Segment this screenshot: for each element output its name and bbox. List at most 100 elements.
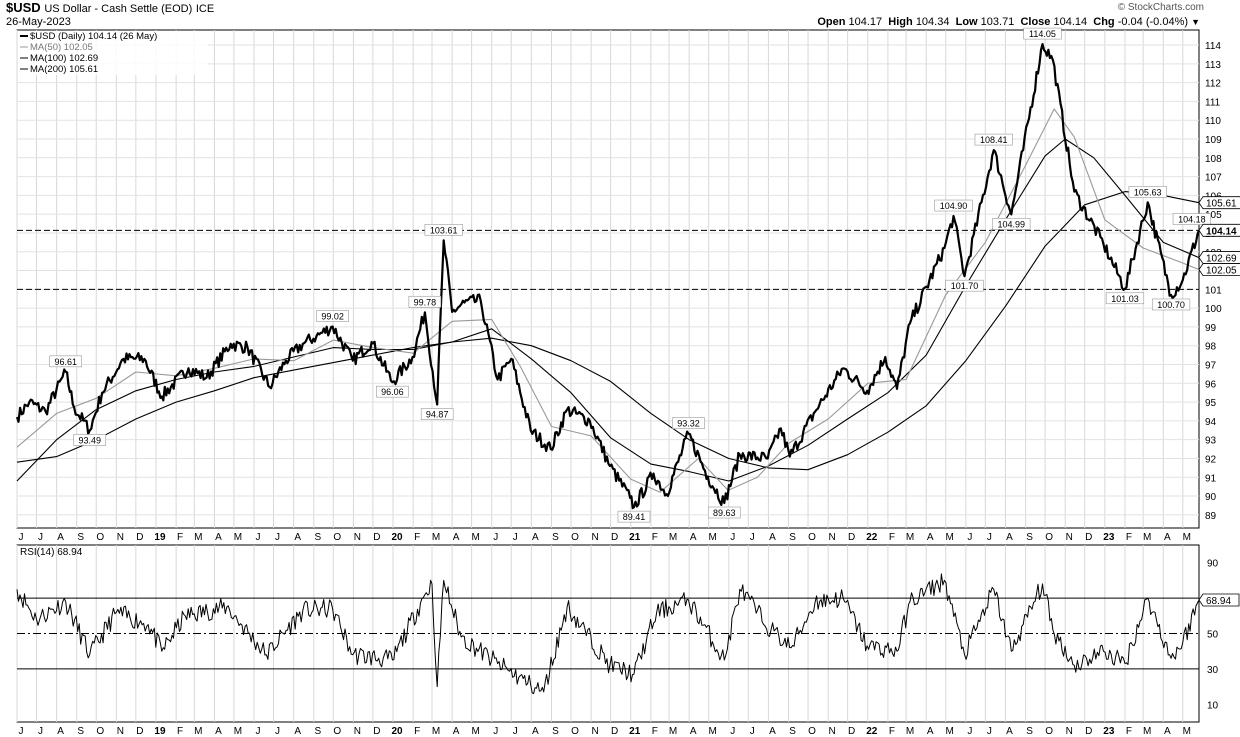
- right-value-flag: [1198, 196, 1240, 210]
- annotation-label: 89.41: [623, 512, 646, 522]
- ma50-line: [16, 108, 1200, 493]
- rsi-x-tick-label: M: [1183, 726, 1191, 737]
- open-value: 104.17: [848, 16, 883, 28]
- price-x-tick-label: J: [750, 532, 755, 543]
- rsi-x-tick-label: M: [471, 726, 479, 737]
- high-label: High: [888, 16, 913, 28]
- rsi-x-tick-label: M: [906, 726, 914, 737]
- annotation-box: [992, 218, 1031, 230]
- rsi-y-tick-label: 30: [1207, 665, 1219, 676]
- rsi-x-tick-label: F: [414, 726, 420, 737]
- rsi-x-tick-label: S: [77, 726, 84, 737]
- chg-down-icon: ▼: [1191, 17, 1200, 27]
- price-x-tick-label: J: [275, 532, 280, 543]
- rsi-x-tick-label: J: [987, 726, 992, 737]
- annotation-box: [672, 417, 705, 429]
- rsi-x-tick-label: O: [333, 726, 341, 737]
- price-y-tick-label: 97: [1205, 361, 1217, 372]
- price-y-tick-label: 114: [1205, 41, 1221, 52]
- rsi-x-tick-label: J: [967, 726, 972, 737]
- price-panel: J J A S O N D 19 F M A M J J A S O N D 20 F M A M J J A S O N D 21 F M A M J…: [15, 27, 1240, 543]
- rsi-x-tick-label: N: [591, 726, 598, 737]
- price-x-tick-label: S: [552, 532, 559, 543]
- price-y-tick-label: 113: [1205, 60, 1221, 71]
- price-x-tick-label: J: [513, 532, 518, 543]
- price-x-tick-label: N: [354, 532, 361, 543]
- price-y-tick-label: 90: [1205, 492, 1217, 503]
- rsi-x-tick-label: J: [19, 726, 24, 737]
- rsi-x-tick-label: N: [829, 726, 836, 737]
- legend-entry: MA(50) 102.05: [30, 42, 93, 53]
- rsi-x-tick-label: D: [848, 726, 855, 737]
- price-x-tick-label: F: [414, 532, 420, 543]
- price-x-tick-label: J: [38, 532, 43, 543]
- price-x-tick-label: O: [96, 532, 104, 543]
- rsi-x-tick-label: A: [215, 726, 222, 737]
- rsi-x-tick-label: O: [96, 726, 104, 737]
- symbol-label[interactable]: $USD: [6, 0, 41, 15]
- price-x-tick-label: S: [1026, 532, 1033, 543]
- rsi-x-tick-label: A: [1164, 726, 1171, 737]
- open-label: Open: [817, 16, 846, 28]
- annotation-label: 93.49: [78, 435, 101, 445]
- price-x-tick-label: 19: [154, 532, 166, 543]
- annotation-label: 99.78: [414, 297, 437, 307]
- right-value-label: 102.05: [1206, 266, 1237, 277]
- price-x-tick-label: D: [611, 532, 618, 543]
- price-y-tick-label: 111: [1205, 97, 1221, 108]
- annotation-box: [420, 408, 454, 420]
- rsi-x-tick-label: J: [38, 726, 43, 737]
- low-value: 103.71: [980, 16, 1015, 28]
- right-value-label: 105.61: [1206, 199, 1237, 210]
- right-value-flag: [1198, 263, 1240, 277]
- rsi-x-tick-label: A: [769, 726, 776, 737]
- usd-price-line: [15, 43, 1201, 510]
- price-x-tick-label: A: [294, 532, 301, 543]
- ma200-line: [16, 191, 1200, 471]
- price-x-tick-label: S: [77, 532, 84, 543]
- price-x-tick-label: D: [136, 532, 143, 543]
- annotation-label: 101.03: [1111, 294, 1139, 304]
- price-x-tick-label: A: [532, 532, 539, 543]
- price-x-tick-label: A: [927, 532, 934, 543]
- high-value: 104.34: [915, 16, 950, 28]
- rsi-value-label: 68.94: [1206, 596, 1231, 607]
- chart-title: $USD US Dollar - Cash Settle (EOD) ICE: [6, 0, 214, 15]
- annotation-box: [1172, 213, 1211, 225]
- rsi-x-tick-label: J: [256, 726, 261, 737]
- price-x-tick-label: O: [333, 532, 341, 543]
- close-value: 104.14: [1053, 16, 1088, 28]
- annotation-box: [945, 279, 984, 292]
- rsi-x-tick-label: D: [611, 726, 618, 737]
- price-y-tick-label: 96: [1205, 379, 1217, 390]
- rsi-x-tick-label: 20: [391, 726, 403, 737]
- rsi-x-tick-label: 22: [866, 726, 878, 737]
- legend-entry: $USD (Daily) 104.14 (26 May): [30, 31, 157, 42]
- annotation-label: 94.87: [426, 410, 449, 420]
- annotation-label: 104.99: [998, 219, 1026, 229]
- rsi-y-tick-label: 90: [1207, 559, 1219, 570]
- rsi-x-tick-label: M: [669, 726, 677, 737]
- chart-date: 26-May-2023: [6, 16, 71, 28]
- rsi-x-tick-label: 21: [629, 726, 641, 737]
- rsi-x-tick-label: F: [1126, 726, 1132, 737]
- annotation-label: 99.02: [321, 312, 344, 322]
- price-x-tick-label: O: [571, 532, 579, 543]
- annotation-box: [49, 355, 83, 368]
- brand-watermark[interactable]: © StockCharts.com: [1117, 2, 1204, 13]
- rsi-x-tick-label: 23: [1103, 726, 1115, 737]
- exchange-label: ICE: [195, 3, 215, 15]
- annotation-box: [376, 385, 409, 398]
- rsi-x-tick-label: A: [57, 726, 64, 737]
- price-x-tick-label: J: [987, 532, 992, 543]
- rsi-x-tick-label: J: [513, 726, 518, 737]
- rsi-x-tick-label: M: [708, 726, 716, 737]
- rsi-x-tick-label: A: [294, 726, 301, 737]
- rsi-x-tick-label: O: [571, 726, 579, 737]
- price-y-tick-label: 112: [1205, 79, 1221, 90]
- rsi-x-tick-label: M: [1143, 726, 1151, 737]
- rsi-x-tick-label: J: [275, 726, 280, 737]
- rsi-x-tick-label: M: [194, 726, 202, 737]
- annotation-label: 108.41: [980, 135, 1008, 145]
